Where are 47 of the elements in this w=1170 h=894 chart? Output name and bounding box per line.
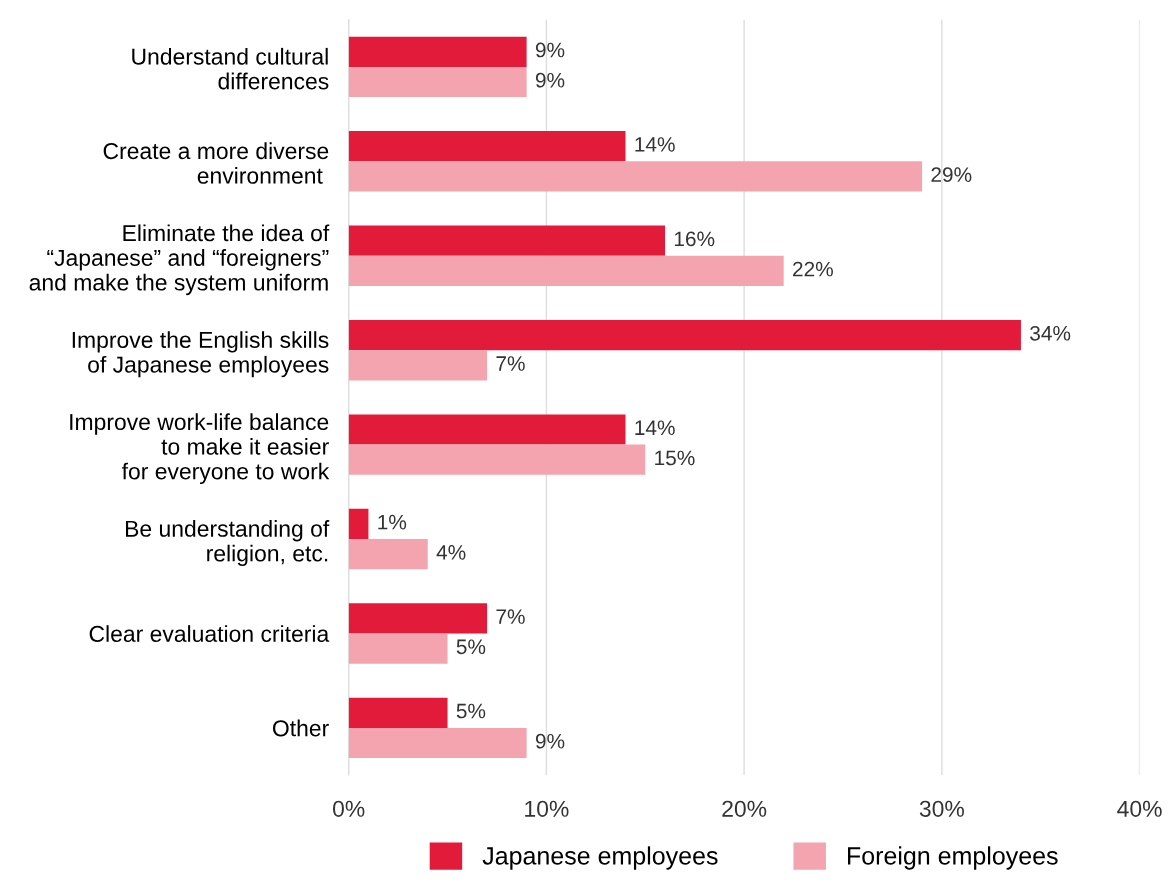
data-label: 9% xyxy=(535,72,565,88)
data-label: 5% xyxy=(456,703,486,719)
bar xyxy=(348,255,784,286)
bar xyxy=(348,225,666,256)
bar xyxy=(348,633,448,664)
bar xyxy=(348,697,448,728)
y-tick-label: Clear evaluation criteria xyxy=(89,625,330,642)
y-tick-label: Understand cultural differences xyxy=(132,47,329,90)
bar xyxy=(348,727,527,759)
data-label: 1% xyxy=(378,514,407,530)
bar xyxy=(348,36,527,67)
x-tick-label: 0% xyxy=(332,800,365,817)
bar xyxy=(348,319,1021,351)
y-tick-label: Other xyxy=(272,719,329,737)
y-tick-label: Improve work-life balance to make it easier for everyone to work xyxy=(70,413,330,484)
data-label: 7% xyxy=(496,356,525,371)
data-label: 5% xyxy=(456,639,486,655)
x-tick-label: 20% xyxy=(722,800,767,817)
data-label: 22% xyxy=(793,261,833,277)
legend-label: Japanese employees xyxy=(482,846,718,870)
data-label: 9% xyxy=(535,733,565,749)
bar xyxy=(348,444,646,475)
legend-label: Foreign employees xyxy=(848,846,1058,870)
bar xyxy=(348,66,527,98)
bar xyxy=(348,131,626,162)
data-label: 14% xyxy=(635,420,675,435)
bar xyxy=(348,161,923,192)
data-label: 9% xyxy=(535,42,565,58)
y-tick-label: Be understanding of religion, etc. xyxy=(125,520,330,567)
bar xyxy=(348,508,369,540)
data-label: 29% xyxy=(931,167,972,183)
bar xyxy=(348,603,488,634)
x-tick-label: 30% xyxy=(919,800,964,817)
data-label: 15% xyxy=(655,450,695,466)
y-tick-label: Create a more diverse environment xyxy=(103,142,329,184)
data-label: 16% xyxy=(674,231,715,247)
data-label: 7% xyxy=(496,609,525,624)
data-label: 4% xyxy=(436,545,466,560)
data-label: 34% xyxy=(1030,325,1071,341)
y-tick-label: Improve the English skills of Japanese employees xyxy=(72,331,329,378)
x-tick-label: 10% xyxy=(525,800,569,817)
x-tick-label: 40% xyxy=(1117,800,1162,817)
y-tick-label: Eliminate the idea of “Japanese” and “foreigners” and make the system uniform xyxy=(29,224,330,296)
bar xyxy=(348,350,488,381)
data-label: 14% xyxy=(635,137,675,152)
bar xyxy=(348,539,428,570)
bar xyxy=(348,414,626,445)
